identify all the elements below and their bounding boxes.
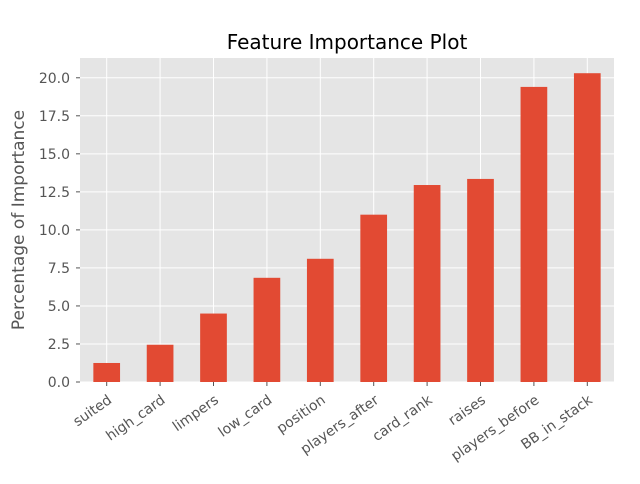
- bars: [93, 73, 601, 383]
- x-tick-label: high_card: [103, 392, 168, 444]
- x-tick-label: card_rank: [370, 392, 436, 445]
- y-tick-label: 17.5: [39, 109, 70, 125]
- bar-high-card: [146, 344, 174, 382]
- x-tick-label: limpers: [170, 392, 222, 435]
- bar-suited: [93, 362, 121, 382]
- y-tick-label: 12.5: [39, 185, 70, 201]
- y-tick-label: 0.0: [48, 375, 70, 391]
- y-tick-label: 7.5: [48, 261, 70, 277]
- x-tick-label: suited: [71, 392, 115, 430]
- x-tick-label: low_card: [216, 392, 276, 440]
- bar-card-rank: [413, 185, 441, 382]
- bar-position: [306, 258, 334, 382]
- bar-raises: [467, 178, 494, 382]
- bar-limpers: [200, 313, 227, 382]
- y-tick-label: 5.0: [48, 299, 70, 315]
- y-tick-label: 10.0: [39, 223, 70, 239]
- bar-low-card: [253, 277, 281, 382]
- chart-title: Feature Importance Plot: [227, 30, 468, 54]
- y-tick-label: 2.5: [48, 337, 70, 353]
- y-axis-label: Percentage of Importance: [9, 110, 29, 330]
- bar-players-before: [520, 86, 548, 383]
- x-tick-label: raises: [446, 392, 489, 429]
- y-axis-ticks: 0.0 2.5 5.0 7.5 10.0 12.5 15.0 17.5 20.0: [39, 71, 80, 391]
- y-tick-label: 20.0: [39, 71, 70, 87]
- y-tick-label: 15.0: [39, 147, 70, 163]
- bar-bb-in-stack: [573, 73, 601, 382]
- bar-players-after: [360, 214, 388, 382]
